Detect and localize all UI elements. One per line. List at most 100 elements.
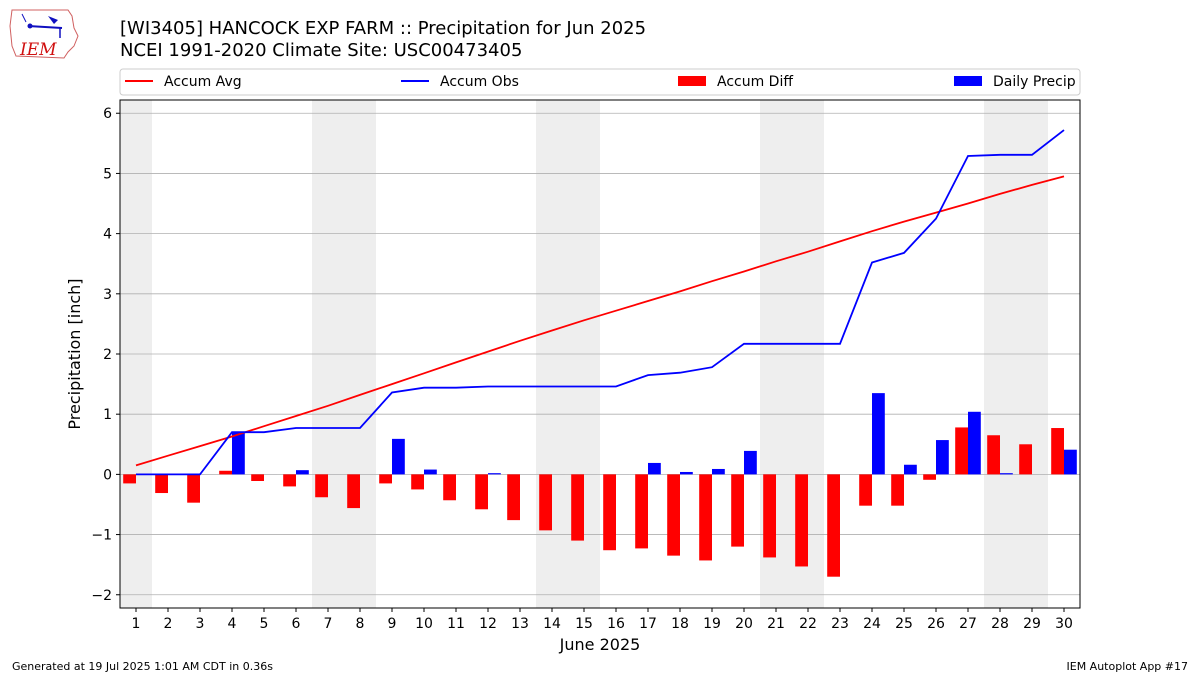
accum-diff-bar — [187, 474, 200, 503]
accum-diff-bar — [347, 474, 360, 509]
x-tick-label: 21 — [767, 616, 785, 632]
daily-precip-bar — [680, 471, 693, 475]
accum-diff-bar — [987, 435, 1000, 475]
x-tick-label: 9 — [388, 616, 397, 632]
x-tick-label: 12 — [479, 616, 497, 632]
x-tick-label: 3 — [196, 616, 205, 632]
y-tick-label: −1 — [91, 528, 112, 544]
x-tick-label: 27 — [959, 616, 977, 632]
daily-precip-bar — [744, 450, 757, 475]
x-tick-label: 30 — [1055, 616, 1073, 632]
x-tick-label: 29 — [1023, 616, 1041, 632]
accum-diff-bar — [923, 474, 936, 480]
x-tick-label: 17 — [639, 616, 657, 632]
y-tick-label: 5 — [103, 166, 112, 182]
x-tick-label: 6 — [292, 616, 301, 632]
daily-precip-bar — [392, 438, 405, 475]
accum-diff-bar — [443, 474, 456, 501]
accum-diff-bar — [283, 474, 296, 487]
daily-precip-bar — [968, 411, 981, 475]
x-tick-label: 5 — [260, 616, 269, 632]
y-tick-label: −2 — [91, 588, 112, 604]
daily-precip-bar — [232, 432, 245, 475]
legend-swatch — [678, 76, 706, 86]
accum-diff-bar — [731, 474, 744, 547]
x-tick-label: 14 — [543, 616, 561, 632]
x-tick-label: 10 — [415, 616, 433, 632]
y-tick-label: 4 — [103, 227, 112, 243]
daily-precip-bar — [936, 440, 949, 475]
accum-diff-bar — [667, 474, 680, 556]
accum-diff-bar — [571, 474, 584, 541]
y-tick-label: 3 — [103, 287, 112, 303]
legend-label: Daily Precip — [993, 74, 1076, 90]
footer-generated: Generated at 19 Jul 2025 1:01 AM CDT in … — [12, 660, 273, 673]
iem-logo: IEM — [8, 6, 82, 60]
logo-text: IEM — [20, 40, 57, 60]
accum-diff-bar — [379, 474, 392, 484]
accum-diff-bar — [155, 474, 168, 494]
legend-label: Accum Diff — [717, 74, 793, 90]
daily-precip-bar — [872, 393, 885, 475]
x-tick-label: 19 — [703, 616, 721, 632]
y-axis-label: Precipitation [inch] — [65, 278, 84, 429]
accum-diff-bar — [507, 474, 520, 521]
accum-diff-bar — [219, 470, 232, 475]
y-tick-label: 6 — [103, 106, 112, 122]
y-tick-label: 0 — [103, 467, 112, 483]
x-axis-label: June 2025 — [559, 635, 641, 654]
accum-diff-bar — [955, 427, 968, 475]
x-tick-label: 15 — [575, 616, 593, 632]
x-tick-label: 24 — [863, 616, 881, 632]
daily-precip-bar — [424, 469, 437, 475]
x-tick-label: 1 — [132, 616, 141, 632]
accum-diff-bar — [827, 474, 840, 577]
accum-avg-line — [135, 175, 1065, 467]
y-tick-label: 1 — [103, 407, 112, 423]
plot-frame — [119, 99, 1081, 609]
accum-diff-bar — [795, 474, 808, 567]
chart-title: [WI3405] HANCOCK EXP FARM :: Precipitati… — [120, 18, 647, 39]
legend-label: Accum Avg — [164, 74, 242, 90]
x-tick-label: 18 — [671, 616, 689, 632]
legend-swatch — [954, 76, 982, 86]
daily-precip-bar — [296, 470, 309, 475]
daily-precip-bar — [712, 468, 725, 475]
accum-diff-bar — [859, 474, 872, 506]
accum-diff-bar — [123, 474, 136, 484]
x-tick-label: 8 — [356, 616, 365, 632]
accum-diff-bar — [1051, 428, 1064, 475]
x-tick-label: 16 — [607, 616, 625, 632]
x-tick-label: 28 — [991, 616, 1009, 632]
iowa-map-icon — [9, 9, 79, 59]
accum-diff-bar — [539, 474, 552, 531]
accum-diff-bar — [315, 474, 328, 498]
x-tick-label: 4 — [228, 616, 237, 632]
accum-diff-bar — [635, 474, 648, 549]
x-tick-label: 22 — [799, 616, 817, 632]
x-tick-label: 13 — [511, 616, 529, 632]
x-tick-label: 26 — [927, 616, 945, 632]
daily-precip-bar — [648, 462, 661, 475]
footer-app: IEM Autoplot App #17 — [1066, 660, 1189, 673]
legend-label: Accum Obs — [440, 74, 519, 90]
accum-diff-bar — [603, 474, 616, 551]
x-tick-label: 23 — [831, 616, 849, 632]
accum-diff-bar — [475, 474, 488, 510]
accum-diff-bar — [763, 474, 776, 558]
accum-diff-bar — [891, 474, 904, 506]
accum-obs-line — [136, 129, 1065, 476]
accum-diff-bar — [699, 474, 712, 561]
daily-precip-bar — [488, 473, 501, 475]
accum-diff-bar — [1019, 444, 1032, 475]
legend-box — [119, 68, 1081, 96]
chart-subtitle: NCEI 1991-2020 Climate Site: USC00473405 — [120, 40, 523, 61]
x-tick-label: 2 — [164, 616, 173, 632]
x-tick-label: 25 — [895, 616, 913, 632]
x-tick-label: 20 — [735, 616, 753, 632]
accum-diff-bar — [251, 474, 264, 481]
x-tick-label: 11 — [447, 616, 465, 632]
daily-precip-bar — [904, 464, 917, 475]
x-tick-label: 7 — [324, 616, 333, 632]
